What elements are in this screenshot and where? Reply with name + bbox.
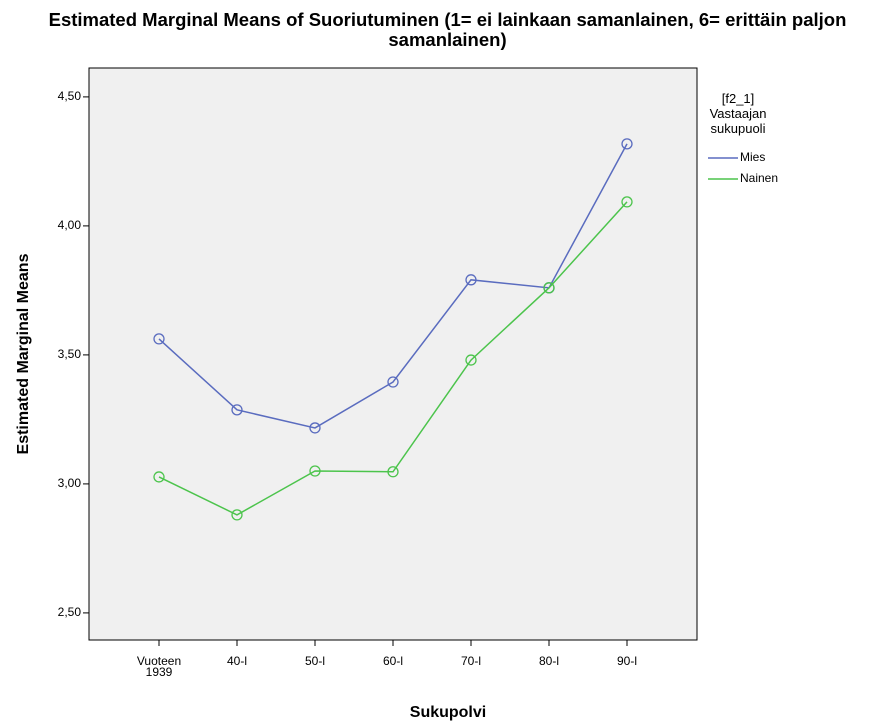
plot-area: [88, 67, 698, 641]
x-tick-label: 70-l: [461, 654, 481, 668]
marker: [309, 465, 321, 477]
marker: [543, 282, 555, 294]
marker: [387, 376, 399, 388]
x-axis-label: Sukupolvi: [410, 704, 486, 721]
marker: [309, 422, 321, 434]
y-tick-label: 4,00: [58, 218, 82, 232]
legend-label: Mies: [740, 150, 765, 164]
marker: [465, 274, 477, 286]
y-tick-label: 2,50: [58, 605, 82, 619]
legend-label: Nainen: [740, 171, 778, 185]
y-tick-label: 3,50: [58, 347, 82, 361]
series-line: [158, 201, 628, 516]
marker: [387, 466, 399, 478]
marker: [465, 354, 477, 366]
x-tick-label: 90-l: [617, 654, 637, 668]
y-axis-label: Estimated Marginal Means: [15, 253, 32, 454]
marker: [153, 471, 165, 483]
x-tick-label: 50-l: [305, 654, 325, 668]
marker: [621, 196, 633, 208]
x-tick-label: 60-l: [383, 654, 403, 668]
marker: [231, 404, 243, 416]
y-tick-label: 3,00: [58, 476, 82, 490]
x-tick-label: 40-l: [227, 654, 247, 668]
chart-title: Estimated Marginal Means of Suoriutumine…: [48, 9, 847, 50]
y-tick-label: 4,50: [58, 89, 82, 103]
x-tick-label: 80-l: [539, 654, 559, 668]
x-tick-label: Vuoteen 1939: [137, 654, 181, 679]
marker: [153, 333, 165, 345]
marker: [621, 138, 633, 150]
marker: [231, 509, 243, 521]
legend-title: [f2_1] Vastaajan sukupuoli: [710, 91, 767, 136]
